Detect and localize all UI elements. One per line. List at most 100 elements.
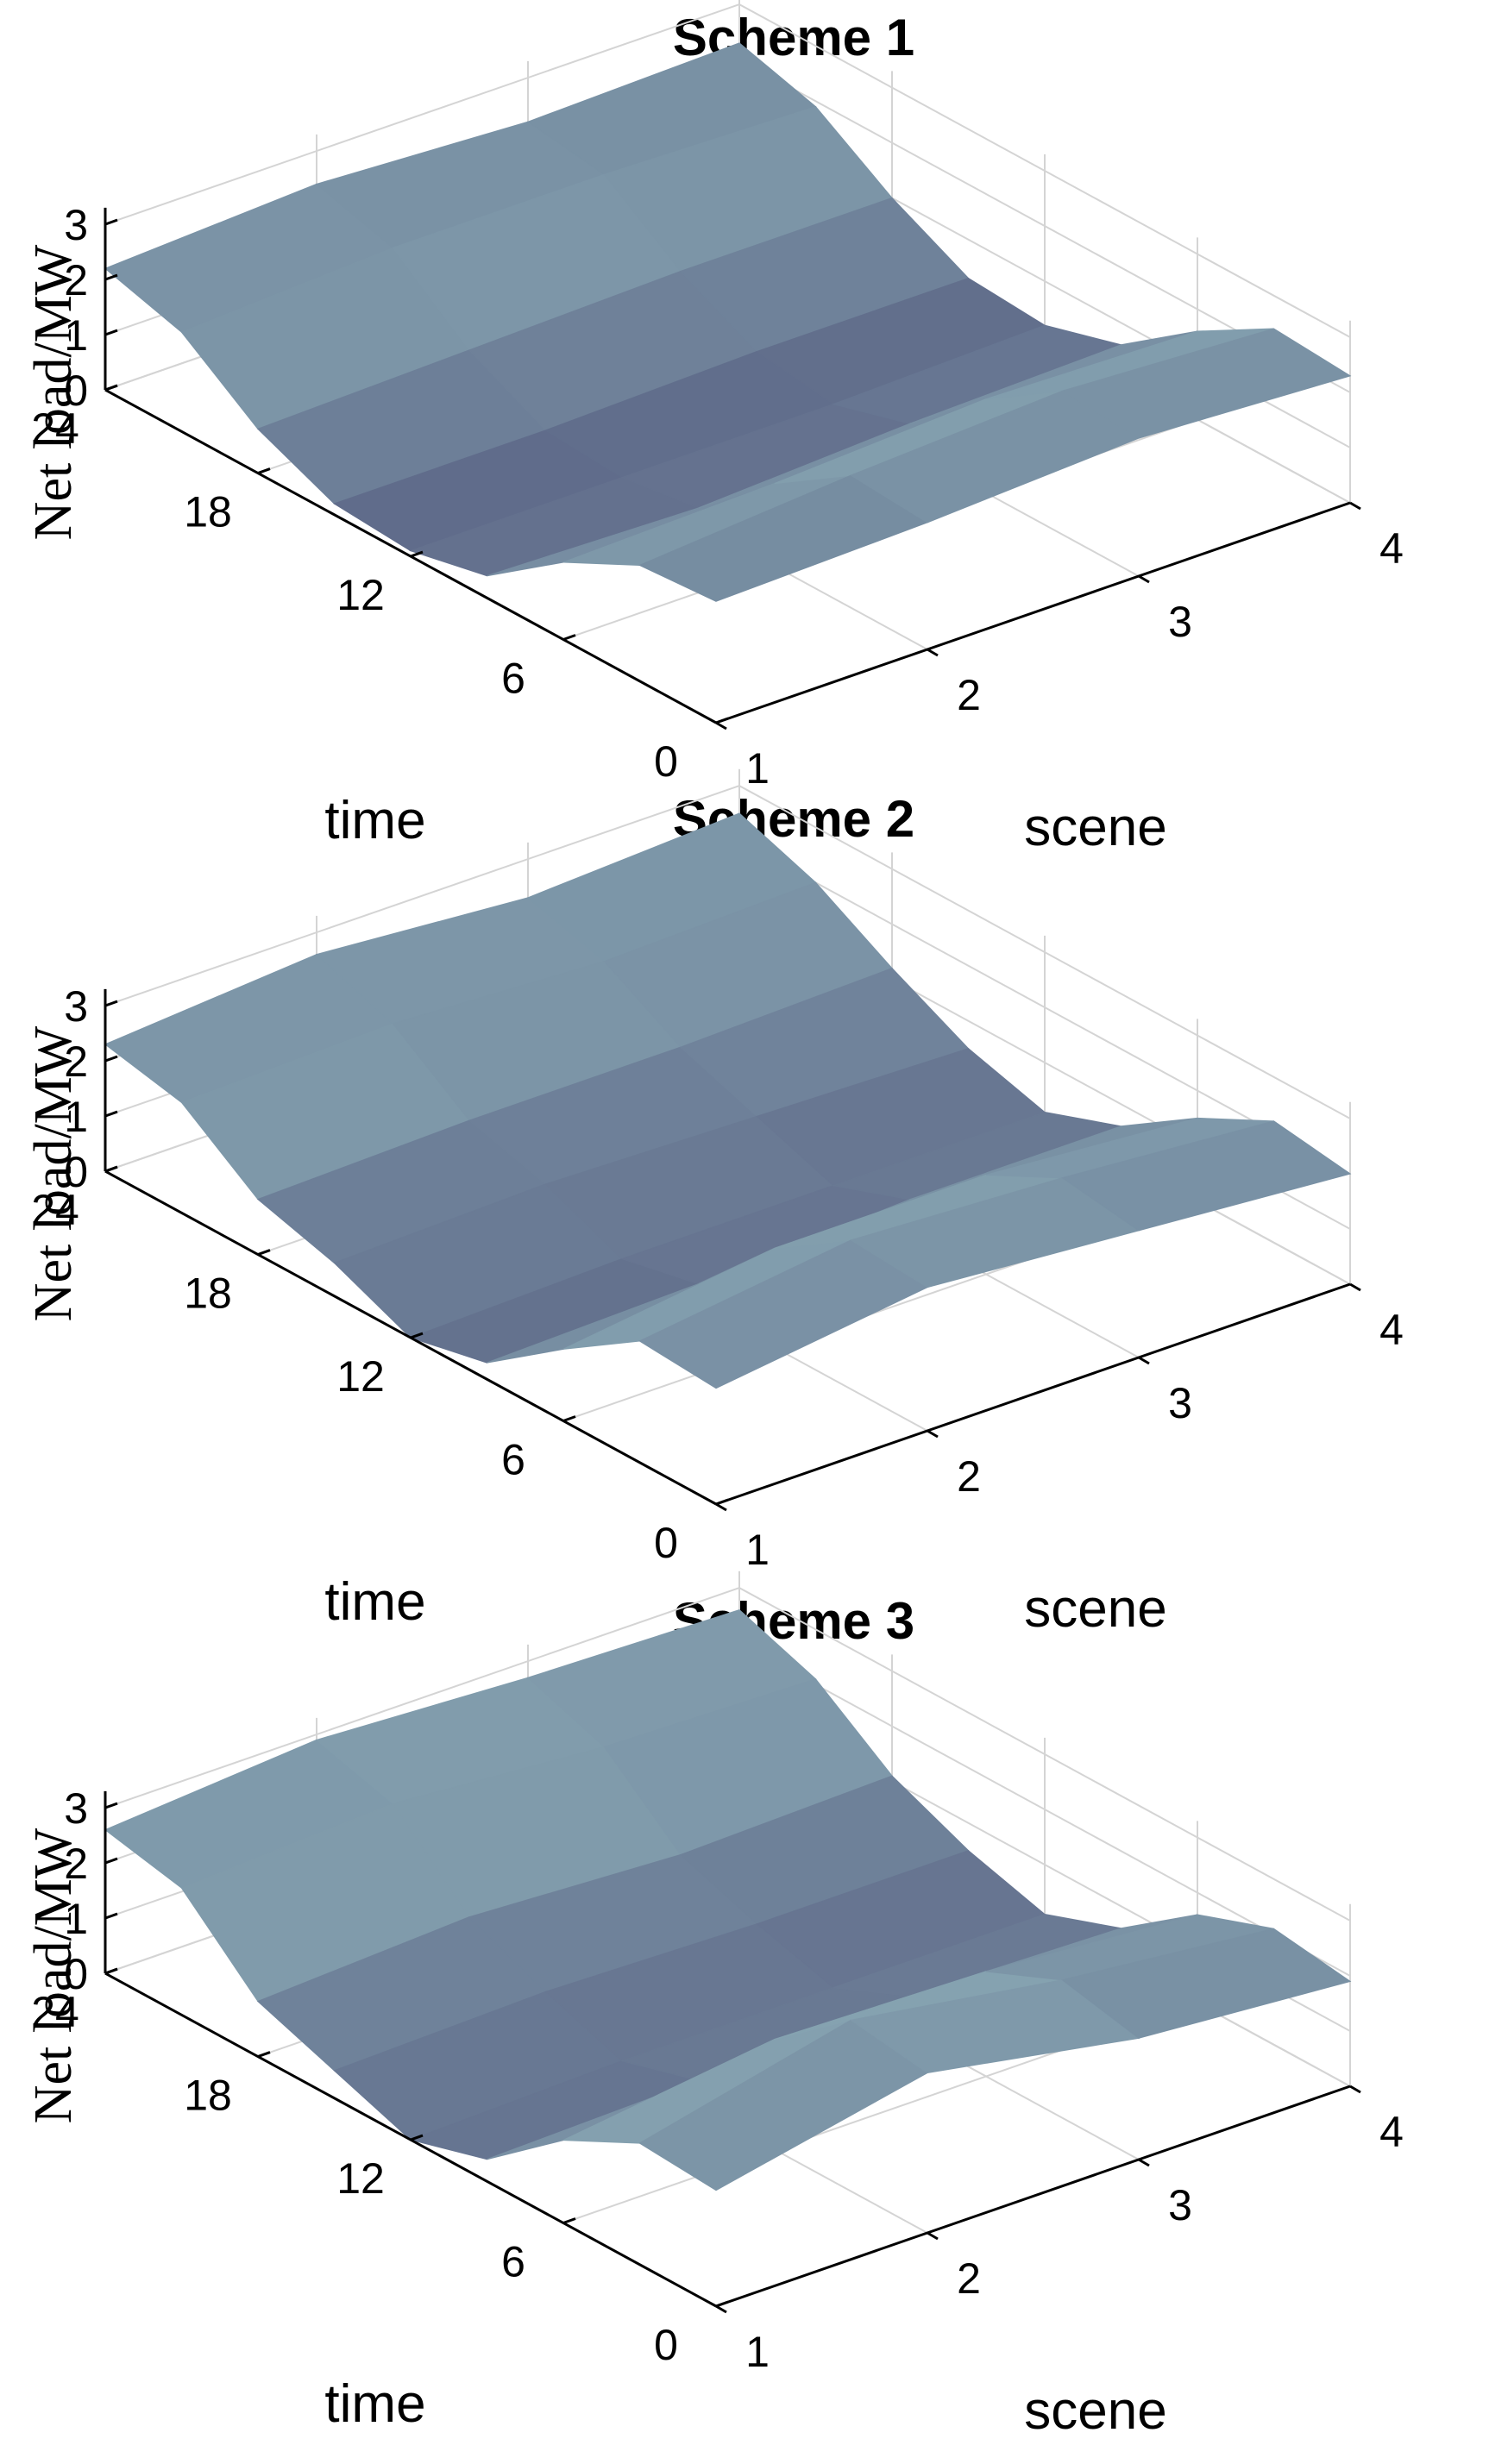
y-axis-label: time xyxy=(324,791,425,850)
y-tick-label: 6 xyxy=(501,655,525,703)
y-tick xyxy=(715,1498,729,1506)
y-tick-label: 0 xyxy=(654,1519,678,1567)
x-tick-label: 4 xyxy=(1379,2108,1404,2156)
x-tick-label: 3 xyxy=(1168,2181,1192,2229)
z-tick-label: 3 xyxy=(64,1784,88,1833)
y-tick-label: 12 xyxy=(336,571,385,619)
x-tick-label: 3 xyxy=(1168,1379,1192,1427)
z-tick xyxy=(104,273,118,281)
y-tick-label: 6 xyxy=(501,1436,525,1484)
x-tick-label: 2 xyxy=(957,2254,981,2303)
grid-line xyxy=(104,784,1351,1119)
x-tick-label: 1 xyxy=(745,744,770,793)
x-axis-label: scene xyxy=(1024,798,1166,857)
z-tick-label: 1 xyxy=(64,1093,88,1141)
x-axis-line xyxy=(715,2085,1351,2308)
y-axis-label: time xyxy=(324,1572,425,1632)
y-tick-label: 24 xyxy=(31,1988,79,2036)
surface-patch xyxy=(1061,1120,1352,1232)
surface xyxy=(104,42,1352,602)
y-tick xyxy=(410,550,424,558)
x-tick xyxy=(715,2304,727,2314)
z-tick-label: 1 xyxy=(64,1895,88,1943)
z-tick xyxy=(104,1165,118,1173)
y-tick-label: 18 xyxy=(184,2072,232,2120)
x-tick-label: 4 xyxy=(1379,1306,1404,1354)
z-tick-label: 0 xyxy=(64,367,88,415)
y-tick-label: 0 xyxy=(654,2321,678,2369)
z-tick-label: 2 xyxy=(64,256,88,304)
x-tick-label: 3 xyxy=(1168,598,1192,646)
x-axis-line xyxy=(715,501,1351,724)
y-tick-label: 6 xyxy=(501,2238,525,2286)
y-tick xyxy=(257,2051,271,2058)
x-tick-label: 2 xyxy=(957,1452,981,1501)
x-tick xyxy=(1349,1282,1361,1292)
y-tick xyxy=(410,1332,424,1339)
z-tick xyxy=(104,1912,118,1920)
z-axis-label: Net load/MW xyxy=(24,1828,83,2123)
y-tick xyxy=(715,2300,729,2308)
x-tick-label: 1 xyxy=(745,2328,770,2376)
y-tick-label: 12 xyxy=(336,2154,385,2203)
x-axis-line xyxy=(715,1282,1351,1506)
z-tick-label: 3 xyxy=(64,201,88,249)
y-tick-label: 24 xyxy=(31,404,79,453)
x-tick xyxy=(715,721,727,730)
x-tick-label: 1 xyxy=(745,1526,770,1574)
y-tick xyxy=(562,1415,576,1422)
y-tick-label: 18 xyxy=(184,1270,232,1318)
x-tick xyxy=(927,648,939,657)
z-axis-label: Net load/MW xyxy=(24,1025,83,1321)
z-tick xyxy=(104,218,118,226)
x-tick xyxy=(1138,1356,1150,1365)
y-tick xyxy=(257,467,271,474)
z-tick xyxy=(104,1967,118,1975)
z-axis-label: Net load/MW xyxy=(24,244,83,540)
x-tick xyxy=(927,1429,939,1439)
z-tick xyxy=(104,1000,118,1007)
x-axis-label: scene xyxy=(1024,1579,1166,1639)
z-tick xyxy=(104,1110,118,1118)
surface xyxy=(104,812,1352,1389)
z-tick xyxy=(104,1802,118,1809)
x-tick xyxy=(715,1502,727,1512)
x-tick-label: 2 xyxy=(957,671,981,719)
z-tick xyxy=(104,1055,118,1063)
x-tick xyxy=(1349,501,1361,511)
y-tick xyxy=(410,2134,424,2141)
surface-patch xyxy=(1061,328,1352,439)
z-tick-label: 0 xyxy=(64,1950,88,1998)
y-tick-label: 0 xyxy=(654,737,678,786)
surface xyxy=(104,1609,1352,2191)
x-tick xyxy=(1138,574,1150,584)
y-tick xyxy=(562,2217,576,2224)
x-tick-label: 4 xyxy=(1379,524,1404,573)
x-tick xyxy=(1349,2085,1361,2094)
z-tick-label: 2 xyxy=(64,1038,88,1086)
y-axis-label: time xyxy=(324,2374,425,2434)
z-tick-label: 0 xyxy=(64,1148,88,1196)
z-tick-label: 2 xyxy=(64,1840,88,1888)
y-tick-label: 24 xyxy=(31,1186,79,1234)
x-axis-label: scene xyxy=(1024,2381,1166,2441)
x-tick xyxy=(1138,2158,1150,2167)
z-tick xyxy=(104,384,118,392)
x-tick xyxy=(927,2231,939,2241)
z-tick xyxy=(104,329,118,336)
z-tick xyxy=(104,1857,118,1865)
y-tick xyxy=(257,1249,271,1256)
z-tick-label: 1 xyxy=(64,311,88,360)
y-tick-label: 18 xyxy=(184,488,232,536)
surface-patch xyxy=(1061,1928,1352,2039)
grid-line xyxy=(104,3,1351,338)
z-tick-label: 3 xyxy=(64,982,88,1031)
y-tick xyxy=(715,717,729,724)
y-tick-label: 12 xyxy=(336,1352,385,1401)
